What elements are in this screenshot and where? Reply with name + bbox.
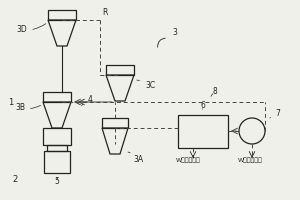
Text: 8: 8 bbox=[211, 88, 217, 97]
Text: 6: 6 bbox=[201, 102, 206, 110]
Text: 3C: 3C bbox=[137, 80, 155, 90]
Text: 7: 7 bbox=[270, 110, 280, 118]
Text: 1: 1 bbox=[8, 98, 13, 107]
Text: W（干燥后）: W（干燥后） bbox=[176, 157, 201, 163]
Text: 3D: 3D bbox=[16, 24, 46, 34]
Text: 5: 5 bbox=[55, 178, 59, 186]
Text: 3A: 3A bbox=[128, 152, 143, 164]
Text: W（干燥前）: W（干燥前） bbox=[238, 157, 263, 163]
Text: 3: 3 bbox=[172, 28, 177, 37]
Text: 3B: 3B bbox=[15, 104, 40, 112]
Text: 4: 4 bbox=[82, 96, 92, 106]
Text: R: R bbox=[102, 8, 107, 17]
Text: 2: 2 bbox=[12, 175, 17, 184]
